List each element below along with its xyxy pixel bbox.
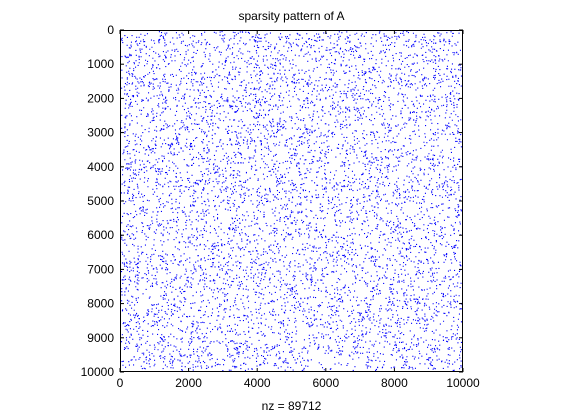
y-tick-label: 5000 <box>87 194 114 208</box>
chart-title: sparsity pattern of A <box>238 9 344 23</box>
x-tick-label: 2000 <box>175 376 202 390</box>
x-tick-label: 4000 <box>244 376 271 390</box>
y-tick-label: 0 <box>107 23 114 37</box>
y-tick-label: 6000 <box>87 228 114 242</box>
x-tick-label: 8000 <box>381 376 408 390</box>
plot-background <box>120 30 463 372</box>
y-tick-label: 2000 <box>87 91 114 105</box>
y-tick-label: 4000 <box>87 160 114 174</box>
nonzero-markers <box>121 31 462 372</box>
x-tick-label: 6000 <box>312 376 339 390</box>
x-axis-label: nz = 89712 <box>262 399 322 413</box>
y-tick-label: 8000 <box>87 297 114 311</box>
x-tick-label: 0 <box>117 376 124 390</box>
x-tick-label: 10000 <box>446 376 480 390</box>
x-axis: 0 2000 4000 6000 8000 10000 <box>117 30 480 390</box>
y-tick-label: 1000 <box>87 57 114 71</box>
nonzero-points <box>121 31 462 372</box>
y-tick-label: 9000 <box>87 331 114 345</box>
y-axis: 0 1000 2000 3000 4000 5000 6000 7000 8000 9000 100… <box>81 23 463 379</box>
y-tick-label: 7000 <box>87 262 114 276</box>
y-tick-label: 3000 <box>87 126 114 140</box>
y-tick-label: 10000 <box>81 365 115 379</box>
